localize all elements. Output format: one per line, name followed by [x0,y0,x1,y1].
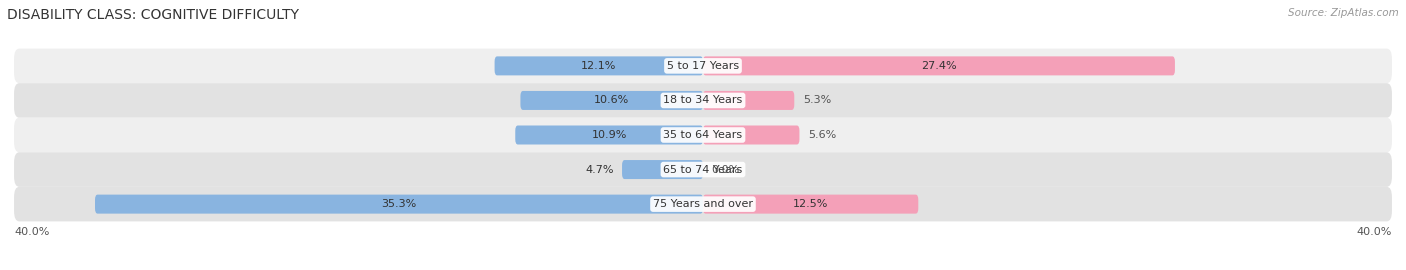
FancyBboxPatch shape [14,118,1392,152]
Text: 35.3%: 35.3% [381,199,416,209]
Text: 5.6%: 5.6% [808,130,837,140]
Text: 40.0%: 40.0% [1357,227,1392,237]
FancyBboxPatch shape [621,160,703,179]
Text: 12.1%: 12.1% [581,61,616,71]
Text: 10.9%: 10.9% [592,130,627,140]
Text: 18 to 34 Years: 18 to 34 Years [664,95,742,106]
FancyBboxPatch shape [703,126,800,144]
FancyBboxPatch shape [703,195,918,214]
Text: 12.5%: 12.5% [793,199,828,209]
Text: 65 to 74 Years: 65 to 74 Years [664,164,742,175]
Text: 35 to 64 Years: 35 to 64 Years [664,130,742,140]
Text: 0.0%: 0.0% [711,164,740,175]
FancyBboxPatch shape [14,49,1392,83]
Text: 5 to 17 Years: 5 to 17 Years [666,61,740,71]
Text: 27.4%: 27.4% [921,61,956,71]
Text: 75 Years and over: 75 Years and over [652,199,754,209]
Text: 4.7%: 4.7% [585,164,613,175]
FancyBboxPatch shape [703,91,794,110]
FancyBboxPatch shape [495,56,703,75]
FancyBboxPatch shape [520,91,703,110]
Text: 10.6%: 10.6% [595,95,630,106]
Text: Source: ZipAtlas.com: Source: ZipAtlas.com [1288,8,1399,18]
FancyBboxPatch shape [14,83,1392,118]
FancyBboxPatch shape [14,187,1392,221]
Text: 40.0%: 40.0% [14,227,49,237]
Text: DISABILITY CLASS: COGNITIVE DIFFICULTY: DISABILITY CLASS: COGNITIVE DIFFICULTY [7,8,299,22]
Text: 5.3%: 5.3% [803,95,831,106]
FancyBboxPatch shape [96,195,703,214]
FancyBboxPatch shape [14,152,1392,187]
FancyBboxPatch shape [515,126,703,144]
FancyBboxPatch shape [703,56,1175,75]
